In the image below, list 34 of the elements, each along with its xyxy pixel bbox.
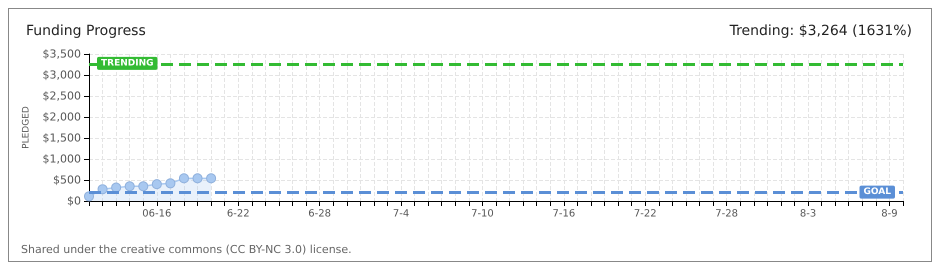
point	[152, 179, 162, 190]
y-tick-label: $1,000	[42, 152, 81, 166]
x-tick-label: 8-9	[881, 208, 898, 220]
x-tick-label: 7-4	[392, 208, 410, 220]
ref-line-label: GOAL	[864, 187, 892, 198]
y-tick-label: $3,000	[42, 68, 81, 82]
point	[124, 181, 135, 192]
point	[192, 173, 203, 184]
point	[98, 184, 108, 194]
x-tick-label: 7-16	[552, 208, 576, 220]
y-tick-label: $1,500	[42, 132, 81, 144]
y-tick-label: $2,500	[42, 90, 81, 102]
x-tick-label: 7-10	[471, 208, 494, 220]
x-tick-label: 6-28	[308, 208, 331, 220]
y-tick-label: $2,000	[42, 110, 81, 124]
x-tick-label: 06-16	[142, 208, 172, 220]
point	[165, 178, 176, 188]
chart-title: Funding Progress	[26, 23, 146, 39]
point	[84, 191, 94, 202]
point	[178, 173, 189, 184]
x-tick-label: 8-3	[800, 208, 816, 220]
y-tick-label: $3,500	[42, 48, 81, 60]
point	[138, 181, 148, 192]
text: Shared under the creative commons (CC BY-NC 3.0) license.	[21, 243, 352, 256]
ref-line-label: TRENDING	[101, 58, 154, 68]
point	[206, 173, 216, 184]
y-tick-label: $500	[53, 174, 81, 186]
y-tick-label: $0	[67, 194, 81, 208]
x-tick-label: 7-22	[634, 208, 657, 220]
point	[111, 182, 122, 193]
chart-subtitle: Trending: $3,264 (1631%)	[728, 23, 912, 39]
x-tick-label: 6-22	[226, 208, 250, 220]
y-axis-title: PLEDGED	[22, 106, 32, 149]
x-tick-label: 7-28	[715, 208, 738, 220]
